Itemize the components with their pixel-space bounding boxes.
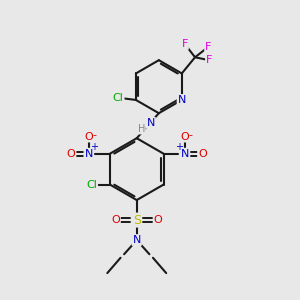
Text: N: N [178,95,186,105]
Text: F: F [205,42,212,52]
Text: H: H [138,124,145,134]
Text: N: N [181,149,189,159]
Text: O: O [84,132,93,142]
Text: N: N [133,235,141,245]
Text: +: + [176,142,183,152]
Text: F: F [182,39,188,49]
Text: +: + [90,142,98,152]
Text: Cl: Cl [86,180,97,190]
Text: O: O [67,149,76,159]
Text: O: O [198,149,207,159]
Text: -: - [189,130,193,140]
Text: N: N [85,149,93,159]
Text: O: O [154,215,162,225]
Text: F: F [206,55,212,65]
Text: O: O [180,132,189,142]
Text: O: O [111,215,120,225]
Text: S: S [133,214,141,226]
Text: N: N [146,118,155,128]
Text: -: - [93,130,97,140]
Text: Cl: Cl [113,94,124,103]
